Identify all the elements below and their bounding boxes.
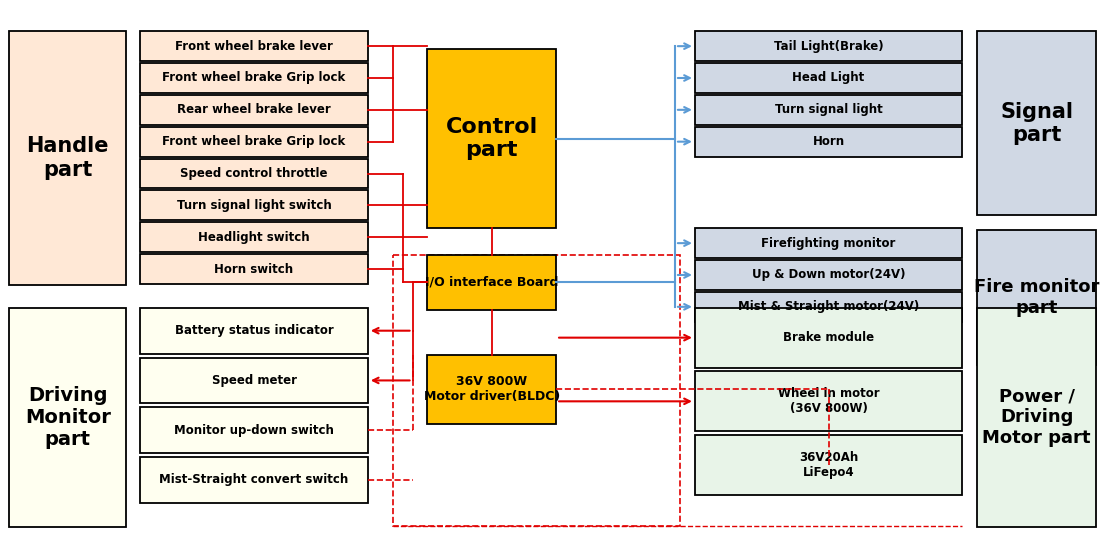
Bar (141, 254, 368, 284)
Text: Firefighting monitor: Firefighting monitor (761, 237, 896, 250)
Text: Speed control throttle: Speed control throttle (181, 167, 328, 180)
Text: Horn: Horn (812, 135, 845, 148)
Text: Mist & Straight motor(24V): Mist & Straight motor(24V) (738, 300, 920, 313)
Text: Monitor up-down switch: Monitor up-down switch (174, 424, 334, 437)
Bar (978, 230, 1096, 365)
Bar (141, 127, 368, 157)
Bar (427, 49, 556, 228)
Text: 36V 800W
Motor driver(BLDC): 36V 800W Motor driver(BLDC) (424, 376, 560, 403)
Text: Rear wheel brake lever: Rear wheel brake lever (177, 104, 330, 117)
Text: Brake module: Brake module (783, 331, 874, 344)
Text: Head Light: Head Light (792, 72, 865, 85)
Text: Front wheel brake lever: Front wheel brake lever (175, 40, 333, 53)
Bar (695, 63, 962, 93)
Bar (9, 308, 126, 527)
Text: 36V20Ah
LiFepo4: 36V20Ah LiFepo4 (799, 451, 858, 479)
Bar (141, 457, 368, 503)
Bar (978, 308, 1096, 527)
Bar (695, 435, 962, 495)
Text: Mist-Straight convert switch: Mist-Straight convert switch (160, 473, 348, 486)
Text: Front wheel brake Grip lock: Front wheel brake Grip lock (163, 135, 346, 148)
Text: I/O interface Board: I/O interface Board (425, 276, 558, 289)
Text: Fire monitor
part: Fire monitor part (974, 278, 1099, 317)
Bar (141, 95, 368, 125)
Bar (141, 63, 368, 93)
Text: Tail Light(Brake): Tail Light(Brake) (773, 40, 884, 53)
Text: Control
part: Control part (445, 117, 538, 160)
Bar (393, 255, 680, 526)
Bar (141, 308, 368, 353)
Text: Headlight switch: Headlight switch (199, 231, 310, 244)
Bar (427, 255, 556, 310)
Text: Speed meter: Speed meter (212, 374, 297, 387)
Text: Turn signal light: Turn signal light (775, 104, 883, 117)
Bar (9, 31, 126, 285)
Text: Handle
part: Handle part (27, 137, 109, 180)
Bar (141, 407, 368, 453)
Bar (978, 31, 1096, 215)
Bar (141, 31, 368, 61)
Bar (695, 95, 962, 125)
Bar (695, 371, 962, 431)
Bar (695, 31, 962, 61)
Bar (141, 358, 368, 403)
Bar (141, 190, 368, 220)
Text: Turn signal light switch: Turn signal light switch (176, 199, 331, 212)
Bar (427, 354, 556, 424)
Bar (695, 292, 962, 322)
Bar (695, 260, 962, 290)
Text: Power /
Driving
Motor part: Power / Driving Motor part (982, 388, 1090, 447)
Bar (695, 127, 962, 157)
Bar (141, 222, 368, 252)
Text: Horn switch: Horn switch (214, 262, 294, 275)
Text: Battery status indicator: Battery status indicator (174, 324, 334, 337)
Text: Signal
part: Signal part (1000, 102, 1074, 145)
Bar (141, 159, 368, 189)
Text: Up & Down motor(24V): Up & Down motor(24V) (752, 268, 905, 281)
Bar (695, 308, 962, 367)
Bar (695, 228, 962, 258)
Text: Front wheel brake Grip lock: Front wheel brake Grip lock (163, 72, 346, 85)
Text: Driving
Monitor
part: Driving Monitor part (25, 386, 110, 449)
Text: Wheel in motor
(36V 800W): Wheel in motor (36V 800W) (778, 388, 879, 415)
